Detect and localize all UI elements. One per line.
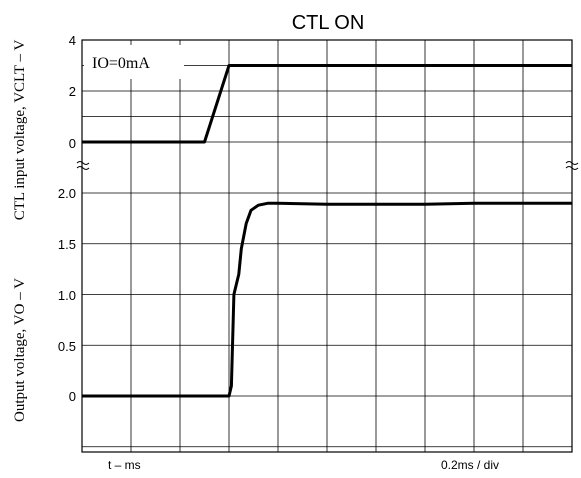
upper-y-tick-label: 4	[69, 33, 76, 48]
axis-break-right	[565, 161, 579, 170]
output-voltage-line	[82, 201, 572, 398]
grid	[82, 40, 572, 452]
ctl-input-voltage-line	[82, 64, 572, 144]
lower-y-ticks: 2.0 1.5 1.0 0.5 0	[58, 186, 76, 404]
lower-y-tick-label: 1.0	[58, 288, 76, 303]
upper-y-ticks: 4 2 0	[69, 33, 76, 151]
lower-y-tick-label: 1.5	[58, 237, 76, 252]
x-axis-label-left: t – ms	[108, 458, 141, 472]
upper-y-tick-label: 0	[69, 136, 76, 151]
upper-y-tick-label: 2	[69, 84, 76, 99]
x-axis-label-right: 0.2ms / div	[441, 458, 499, 472]
lower-y-tick-label: 2.0	[58, 186, 76, 201]
series-layer	[82, 64, 572, 398]
axis-break-left	[76, 161, 90, 170]
upper-y-axis-label: CTL input voltage, VCLT – V	[12, 40, 28, 221]
annotation-box	[84, 45, 184, 79]
lower-y-tick-label: 0	[69, 389, 76, 404]
lower-y-axis-label: Output voltage, VO – V	[12, 278, 28, 422]
lower-y-tick-label: 0.5	[58, 339, 76, 354]
annotation-label: IO=0mA	[92, 55, 150, 72]
chart-title: CTL ON	[292, 12, 365, 34]
